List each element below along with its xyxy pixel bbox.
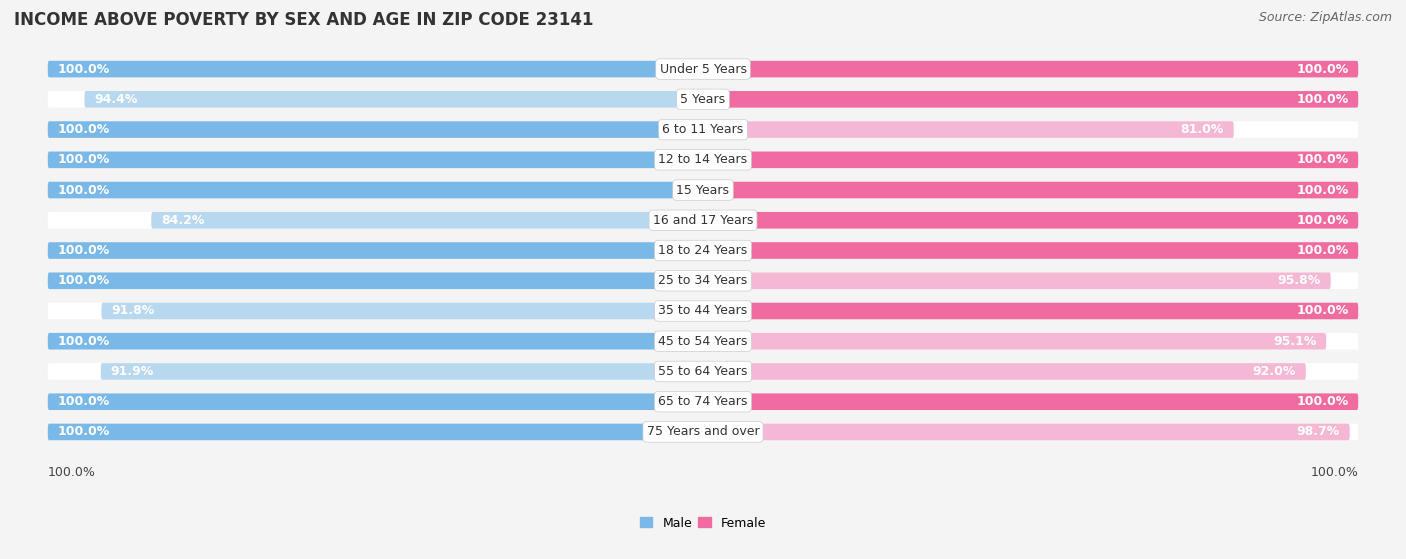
FancyBboxPatch shape xyxy=(48,363,703,380)
FancyBboxPatch shape xyxy=(48,333,703,349)
Text: 81.0%: 81.0% xyxy=(1181,123,1223,136)
FancyBboxPatch shape xyxy=(48,424,703,440)
FancyBboxPatch shape xyxy=(48,394,703,410)
Text: 35 to 44 Years: 35 to 44 Years xyxy=(658,305,748,318)
Text: 5 Years: 5 Years xyxy=(681,93,725,106)
FancyBboxPatch shape xyxy=(703,61,1358,77)
Text: 100.0%: 100.0% xyxy=(58,244,110,257)
Text: 25 to 34 Years: 25 to 34 Years xyxy=(658,274,748,287)
FancyBboxPatch shape xyxy=(101,302,703,319)
Text: Source: ZipAtlas.com: Source: ZipAtlas.com xyxy=(1258,11,1392,24)
Text: 15 Years: 15 Years xyxy=(676,183,730,197)
FancyBboxPatch shape xyxy=(703,333,1358,349)
Text: 92.0%: 92.0% xyxy=(1253,365,1296,378)
Text: 91.9%: 91.9% xyxy=(111,365,153,378)
Text: 12 to 14 Years: 12 to 14 Years xyxy=(658,153,748,167)
FancyBboxPatch shape xyxy=(703,91,1358,108)
FancyBboxPatch shape xyxy=(703,212,1358,229)
FancyBboxPatch shape xyxy=(48,272,703,289)
Text: 100.0%: 100.0% xyxy=(58,153,110,167)
Text: 100.0%: 100.0% xyxy=(58,274,110,287)
FancyBboxPatch shape xyxy=(703,394,1358,410)
Text: 100.0%: 100.0% xyxy=(58,183,110,197)
FancyBboxPatch shape xyxy=(703,302,1358,319)
FancyBboxPatch shape xyxy=(48,61,703,77)
FancyBboxPatch shape xyxy=(84,91,703,108)
Legend: Male, Female: Male, Female xyxy=(636,511,770,534)
Text: 84.2%: 84.2% xyxy=(162,214,204,227)
FancyBboxPatch shape xyxy=(703,424,1350,440)
Text: 55 to 64 Years: 55 to 64 Years xyxy=(658,365,748,378)
Text: 100.0%: 100.0% xyxy=(1296,395,1348,408)
Text: 75 Years and over: 75 Years and over xyxy=(647,425,759,438)
FancyBboxPatch shape xyxy=(703,424,1358,440)
Text: 100.0%: 100.0% xyxy=(1296,183,1348,197)
Text: 94.4%: 94.4% xyxy=(94,93,138,106)
FancyBboxPatch shape xyxy=(48,151,703,168)
FancyBboxPatch shape xyxy=(703,333,1326,349)
FancyBboxPatch shape xyxy=(48,212,703,229)
Text: 100.0%: 100.0% xyxy=(1296,153,1348,167)
Text: 100.0%: 100.0% xyxy=(58,425,110,438)
Text: 100.0%: 100.0% xyxy=(58,395,110,408)
FancyBboxPatch shape xyxy=(48,302,703,319)
Text: INCOME ABOVE POVERTY BY SEX AND AGE IN ZIP CODE 23141: INCOME ABOVE POVERTY BY SEX AND AGE IN Z… xyxy=(14,11,593,29)
FancyBboxPatch shape xyxy=(703,182,1358,198)
Text: 18 to 24 Years: 18 to 24 Years xyxy=(658,244,748,257)
FancyBboxPatch shape xyxy=(48,91,703,108)
Text: 100.0%: 100.0% xyxy=(1296,244,1348,257)
FancyBboxPatch shape xyxy=(48,333,703,349)
FancyBboxPatch shape xyxy=(703,121,1233,138)
Text: 100.0%: 100.0% xyxy=(58,335,110,348)
Text: 45 to 54 Years: 45 to 54 Years xyxy=(658,335,748,348)
FancyBboxPatch shape xyxy=(48,121,703,138)
FancyBboxPatch shape xyxy=(703,212,1358,229)
FancyBboxPatch shape xyxy=(703,272,1330,289)
Text: 95.8%: 95.8% xyxy=(1278,274,1320,287)
FancyBboxPatch shape xyxy=(703,394,1358,410)
Text: 65 to 74 Years: 65 to 74 Years xyxy=(658,395,748,408)
FancyBboxPatch shape xyxy=(48,121,703,138)
FancyBboxPatch shape xyxy=(703,121,1358,138)
FancyBboxPatch shape xyxy=(48,424,703,440)
Text: 100.0%: 100.0% xyxy=(1310,466,1358,479)
Text: 100.0%: 100.0% xyxy=(48,466,96,479)
Text: 98.7%: 98.7% xyxy=(1296,425,1340,438)
FancyBboxPatch shape xyxy=(703,151,1358,168)
FancyBboxPatch shape xyxy=(703,242,1358,259)
Text: Under 5 Years: Under 5 Years xyxy=(659,63,747,75)
Text: 91.8%: 91.8% xyxy=(111,305,155,318)
FancyBboxPatch shape xyxy=(48,182,703,198)
Text: 95.1%: 95.1% xyxy=(1272,335,1316,348)
FancyBboxPatch shape xyxy=(152,212,703,229)
Text: 100.0%: 100.0% xyxy=(1296,93,1348,106)
FancyBboxPatch shape xyxy=(703,61,1358,77)
FancyBboxPatch shape xyxy=(101,363,703,380)
Text: 16 and 17 Years: 16 and 17 Years xyxy=(652,214,754,227)
FancyBboxPatch shape xyxy=(48,272,703,289)
FancyBboxPatch shape xyxy=(48,182,703,198)
FancyBboxPatch shape xyxy=(48,394,703,410)
FancyBboxPatch shape xyxy=(703,91,1358,108)
FancyBboxPatch shape xyxy=(703,363,1306,380)
FancyBboxPatch shape xyxy=(703,182,1358,198)
Text: 6 to 11 Years: 6 to 11 Years xyxy=(662,123,744,136)
Text: 100.0%: 100.0% xyxy=(1296,214,1348,227)
Text: 100.0%: 100.0% xyxy=(1296,305,1348,318)
Text: 100.0%: 100.0% xyxy=(1296,63,1348,75)
Text: 100.0%: 100.0% xyxy=(58,123,110,136)
FancyBboxPatch shape xyxy=(703,272,1358,289)
FancyBboxPatch shape xyxy=(703,363,1358,380)
FancyBboxPatch shape xyxy=(48,61,703,77)
Text: 100.0%: 100.0% xyxy=(58,63,110,75)
FancyBboxPatch shape xyxy=(703,242,1358,259)
FancyBboxPatch shape xyxy=(48,151,703,168)
FancyBboxPatch shape xyxy=(48,242,703,259)
FancyBboxPatch shape xyxy=(48,242,703,259)
FancyBboxPatch shape xyxy=(703,151,1358,168)
FancyBboxPatch shape xyxy=(703,302,1358,319)
